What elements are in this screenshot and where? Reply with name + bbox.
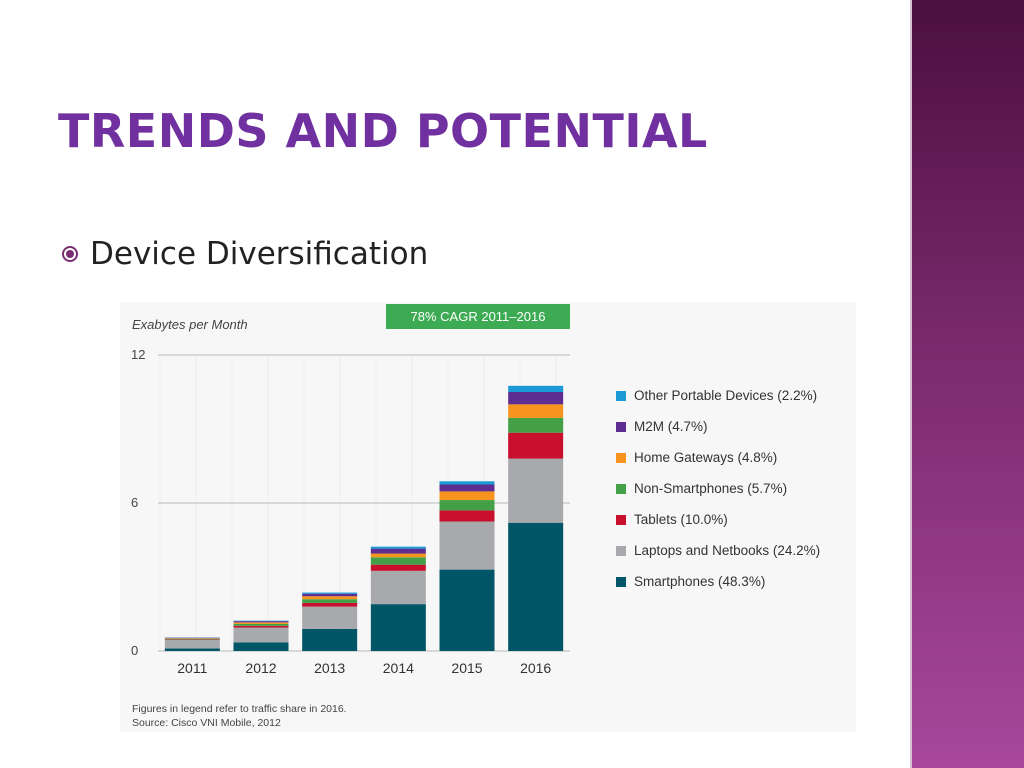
x-tick-label-2015: 2015: [451, 660, 482, 676]
legend-swatch: [616, 514, 626, 525]
legend-label: Non-Smartphones (5.7%): [634, 481, 788, 496]
legend-swatch: [616, 576, 626, 587]
bar-2013-series-4: [302, 596, 358, 600]
stacked-bar-chart: 0 6 12 Exabytes per Month 78% CAGR 2011–2016…: [120, 302, 856, 732]
bar-2015-series-3: [439, 500, 495, 511]
bar-2015-series-5: [439, 484, 495, 492]
bar-2015-series-1: [439, 521, 495, 570]
legend-swatch: [616, 452, 626, 463]
bar-2016-series-5: [508, 392, 564, 405]
legend-swatch: [616, 545, 626, 556]
bar-2014-series-0: [370, 604, 426, 651]
bar-2012-series-3: [233, 623, 289, 626]
chart-legend: Other Portable Devices (2.2%) M2M (4.7%) H…: [616, 380, 820, 597]
bar-2013-series-6: [302, 592, 358, 594]
bar-2014-series-3: [370, 557, 426, 565]
chart-footnote-line: Source: Cisco VNI Mobile, 2012: [132, 717, 281, 729]
bar-2016-series-3: [508, 417, 564, 433]
legend-item: Laptops and Netbooks (24.2%): [616, 535, 820, 566]
bar-2013-series-1: [302, 606, 358, 629]
bar-2011-series-3: [164, 638, 220, 640]
legend-item: Home Gateways (4.8%): [616, 442, 820, 473]
bar-2014-series-5: [370, 548, 426, 554]
bar-2015-series-6: [439, 481, 495, 485]
bullet-text: Device Diversification: [90, 236, 429, 272]
legend-item: M2M (4.7%): [616, 411, 820, 442]
legend-item: Tablets (10.0%): [616, 504, 820, 535]
bar-2012-series-4: [233, 622, 289, 624]
bar-2011-series-0: [164, 648, 220, 651]
bar-2011-series-1: [164, 639, 220, 649]
legend-label: Other Portable Devices (2.2%): [634, 388, 818, 403]
legend-item: Smartphones (48.3%): [616, 566, 820, 597]
x-tick-label-2014: 2014: [383, 660, 414, 676]
legend-swatch: [616, 483, 626, 494]
bar-2016-series-6: [508, 385, 564, 392]
bullet-item: Device Diversification: [62, 236, 428, 272]
bar-2013-series-2: [302, 602, 358, 607]
bar-2012-series-0: [233, 642, 289, 651]
bar-2013-series-0: [302, 628, 358, 651]
x-tick-label-2013: 2013: [314, 660, 345, 676]
legend-label: M2M (4.7%): [634, 419, 708, 434]
bar-2012-series-2: [233, 625, 289, 628]
legend-label: Tablets (10.0%): [634, 512, 728, 527]
legend-label: Laptops and Netbooks (24.2%): [634, 543, 821, 558]
bar-2014-series-1: [370, 570, 426, 605]
legend-item: Non-Smartphones (5.7%): [616, 473, 820, 504]
chart-title: 78% CAGR 2011–2016: [411, 309, 546, 324]
x-tick-label-2011: 2011: [177, 660, 207, 676]
y-tick-label-6: 6: [131, 495, 138, 510]
slide-title: TRENDS AND POTENTIAL: [58, 104, 708, 158]
legend-swatch: [616, 390, 626, 401]
chart-footnote-line: Figures in legend refer to traffic share…: [132, 703, 347, 715]
bar-2015-series-0: [439, 569, 495, 651]
bar-2016-series-4: [508, 404, 564, 418]
bar-2016-series-2: [508, 432, 564, 459]
bar-2012-series-1: [233, 627, 289, 643]
bar-2015-series-2: [439, 510, 495, 522]
chart-container: 0 6 12 Exabytes per Month 78% CAGR 2011–2016…: [120, 302, 856, 732]
x-tick-label-2012: 2012: [245, 660, 276, 676]
bar-2014-series-4: [370, 553, 426, 558]
bar-2012-series-5: [233, 621, 289, 623]
legend-item: Other Portable Devices (2.2%): [616, 380, 820, 411]
y-axis-label: Exabytes per Month: [132, 317, 248, 332]
bar-2013-series-3: [302, 599, 358, 603]
y-tick-label-12: 12: [131, 347, 145, 362]
radio-bullet-icon: [62, 246, 78, 262]
legend-swatch: [616, 421, 626, 432]
decorative-side-band: [912, 0, 1024, 768]
bar-2016-series-0: [508, 522, 564, 651]
legend-label: Home Gateways (4.8%): [634, 450, 778, 465]
bar-2014-series-6: [370, 546, 426, 549]
bar-2014-series-2: [370, 564, 426, 571]
bar-2015-series-4: [439, 491, 495, 501]
cagr-banner: [386, 304, 570, 329]
y-tick-label-0: 0: [131, 643, 138, 658]
side-divider-line: [910, 0, 912, 768]
legend-label: Smartphones (48.3%): [634, 574, 766, 589]
bar-2016-series-1: [508, 458, 564, 523]
bar-2013-series-5: [302, 593, 358, 597]
x-tick-label-2016: 2016: [520, 660, 551, 676]
